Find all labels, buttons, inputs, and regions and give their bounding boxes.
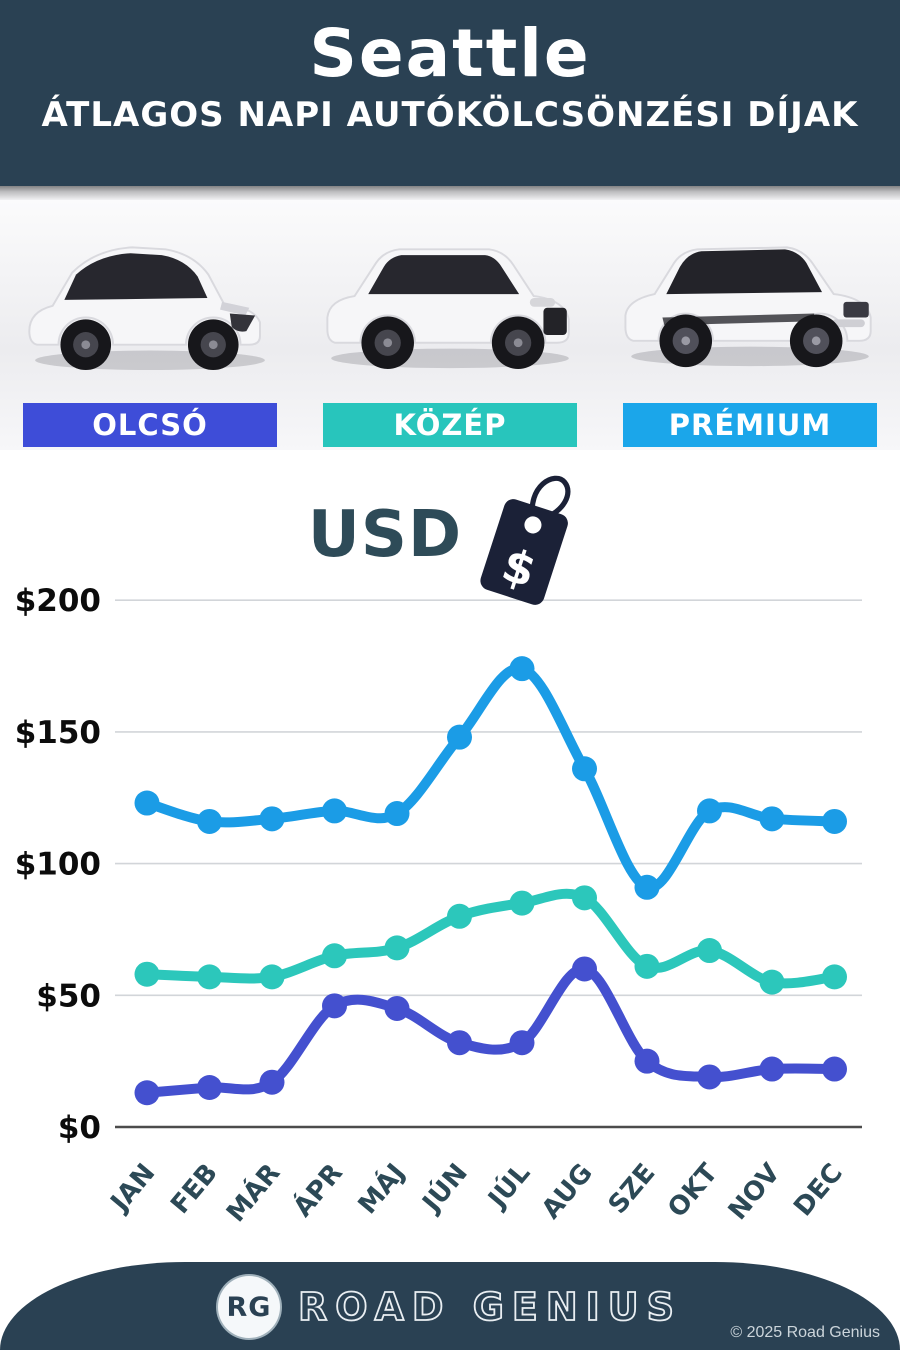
data-point bbox=[322, 943, 347, 969]
car-categories: OLCSÓ KÖZÉP bbox=[0, 200, 900, 450]
series-line-közép bbox=[142, 888, 840, 989]
x-tick-label: JAN bbox=[104, 1158, 161, 1218]
car-category-economy: OLCSÓ bbox=[0, 200, 300, 450]
data-point bbox=[822, 1056, 847, 1082]
y-tick-label: $50 bbox=[36, 978, 101, 1014]
data-point bbox=[384, 801, 410, 827]
premium-car-image bbox=[624, 246, 872, 368]
data-point bbox=[634, 1048, 660, 1074]
price-tag-icon: $ bbox=[480, 475, 571, 605]
data-point bbox=[259, 806, 285, 832]
premium-badge: PRÉMIUM bbox=[623, 403, 877, 447]
data-point bbox=[197, 964, 222, 990]
data-point bbox=[509, 1030, 535, 1056]
x-tick-label: AUG bbox=[536, 1158, 599, 1225]
data-point bbox=[134, 961, 160, 987]
data-point bbox=[134, 790, 160, 816]
road-genius-logo: RG bbox=[217, 1276, 280, 1338]
data-point bbox=[697, 1064, 722, 1090]
data-point bbox=[697, 798, 722, 824]
data-point bbox=[509, 890, 535, 916]
mid-badge: KÖZÉP bbox=[323, 403, 577, 447]
data-point bbox=[384, 995, 410, 1021]
data-point bbox=[134, 1080, 160, 1106]
page-title: Seattle bbox=[309, 15, 591, 92]
brand-row: RG ROAD GENIUS bbox=[0, 1262, 900, 1338]
x-tick-label: MÁR bbox=[219, 1157, 286, 1228]
car-category-premium: PRÉMIUM bbox=[600, 200, 900, 450]
data-point bbox=[384, 935, 410, 961]
currency-label: USD bbox=[307, 498, 463, 572]
data-point bbox=[572, 885, 597, 911]
logo-initials: RG bbox=[226, 1291, 272, 1323]
y-tick-label: $200 bbox=[15, 583, 101, 619]
economy-badge: OLCSÓ bbox=[23, 403, 277, 447]
x-tick-label: MÁJ bbox=[351, 1157, 411, 1220]
brand-name: ROAD GENIUS bbox=[297, 1284, 683, 1330]
data-point bbox=[447, 724, 472, 750]
x-tick-label: DEC bbox=[788, 1158, 849, 1222]
y-tick-label: $0 bbox=[58, 1110, 101, 1146]
currency-callout: USD $ bbox=[0, 455, 900, 620]
data-point bbox=[634, 874, 660, 900]
copyright: © 2025 Road Genius bbox=[730, 1324, 880, 1341]
header-divider bbox=[0, 186, 900, 200]
data-point bbox=[447, 1030, 472, 1056]
data-point bbox=[322, 798, 347, 824]
page-subtitle: ÁTLAGOS NAPI AUTÓKÖLCSÖNZÉSI DÍJAK bbox=[41, 94, 859, 135]
car-category-mid: KÖZÉP bbox=[300, 200, 600, 450]
economy-car-image bbox=[28, 246, 265, 371]
x-tick-label: JÚL bbox=[480, 1157, 536, 1215]
data-point bbox=[759, 1056, 785, 1082]
series-line-prémium bbox=[142, 663, 840, 893]
mid-badge-label: KÖZÉP bbox=[393, 408, 507, 442]
data-point bbox=[822, 808, 847, 834]
footer: RG ROAD GENIUS © 2025 Road Genius bbox=[0, 1262, 900, 1350]
x-tick-label: FEB bbox=[165, 1158, 224, 1220]
data-point bbox=[259, 964, 285, 990]
data-point bbox=[572, 956, 597, 982]
header: Seattle ÁTLAGOS NAPI AUTÓKÖLCSÖNZÉSI DÍJ… bbox=[0, 0, 900, 186]
data-point bbox=[822, 964, 847, 990]
data-point bbox=[509, 656, 535, 682]
y-tick-label: $100 bbox=[15, 847, 101, 883]
data-point bbox=[697, 938, 722, 964]
data-point bbox=[759, 969, 785, 995]
x-tick-label: ÁPR bbox=[286, 1157, 349, 1223]
data-point bbox=[759, 806, 785, 832]
data-point bbox=[259, 1069, 285, 1095]
data-point bbox=[447, 903, 472, 929]
mid-car-image bbox=[326, 248, 570, 370]
y-tick-label: $150 bbox=[15, 715, 101, 751]
x-tick-label: NOV bbox=[723, 1158, 787, 1226]
data-point bbox=[572, 756, 597, 782]
premium-badge-label: PRÉMIUM bbox=[668, 408, 832, 442]
economy-badge-label: OLCSÓ bbox=[92, 408, 208, 442]
data-point bbox=[197, 1074, 222, 1100]
data-point bbox=[322, 993, 347, 1019]
x-tick-label: SZE bbox=[603, 1158, 662, 1220]
x-tick-label: OKT bbox=[662, 1158, 724, 1223]
x-tick-label: JÚN bbox=[414, 1157, 474, 1219]
data-point bbox=[634, 953, 660, 979]
series-line-olcsó bbox=[142, 963, 840, 1098]
data-point bbox=[197, 808, 222, 834]
